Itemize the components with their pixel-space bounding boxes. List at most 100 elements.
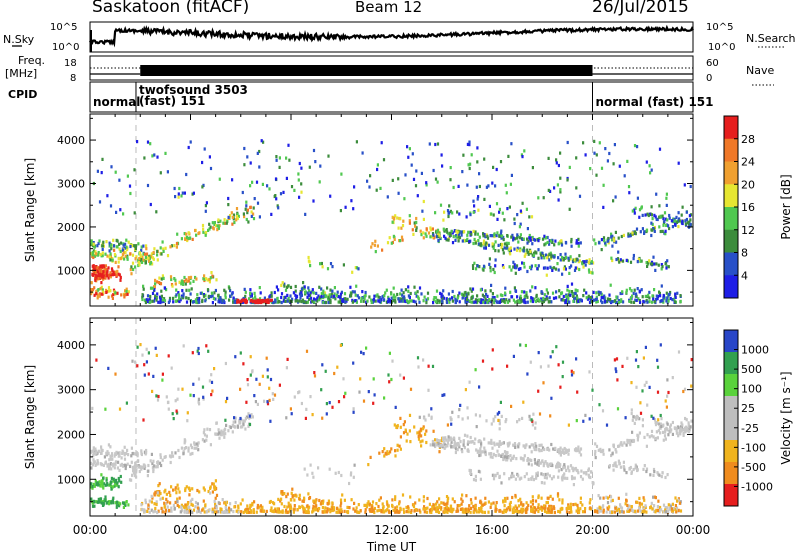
data-cell bbox=[609, 283, 612, 287]
data-cell bbox=[346, 297, 349, 301]
data-cell bbox=[617, 444, 620, 448]
data-cell bbox=[146, 140, 150, 144]
data-cell bbox=[444, 445, 447, 449]
data-cell bbox=[629, 443, 632, 447]
data-cell bbox=[148, 259, 151, 263]
data-cell bbox=[674, 507, 677, 511]
data-cell bbox=[520, 457, 523, 461]
data-cell bbox=[196, 349, 199, 353]
data-cell bbox=[313, 300, 316, 304]
data-cell bbox=[568, 207, 571, 211]
data-cell bbox=[672, 217, 675, 221]
data-cell bbox=[422, 236, 425, 240]
data-cell bbox=[420, 171, 423, 175]
data-cell bbox=[213, 499, 216, 503]
data-cell bbox=[441, 445, 444, 449]
data-cell bbox=[635, 465, 638, 469]
data-cell bbox=[653, 213, 656, 217]
data-cell bbox=[286, 510, 289, 514]
data-cell bbox=[358, 510, 361, 514]
data-cell bbox=[238, 300, 241, 304]
data-cell bbox=[678, 217, 681, 221]
data-cell bbox=[557, 475, 560, 479]
data-cell bbox=[449, 418, 453, 422]
data-cell bbox=[305, 300, 308, 305]
data-cell bbox=[551, 291, 555, 295]
data-cell bbox=[418, 286, 422, 290]
data-cell bbox=[568, 266, 571, 270]
data-cell bbox=[129, 268, 132, 272]
data-cell bbox=[655, 294, 658, 298]
data-cell bbox=[154, 278, 157, 282]
data-cell bbox=[591, 388, 594, 392]
data-cell bbox=[205, 438, 208, 442]
data-cell bbox=[113, 466, 116, 470]
data-cell bbox=[553, 510, 556, 515]
data-cell bbox=[474, 507, 477, 511]
data-cell bbox=[183, 438, 186, 442]
data-cell bbox=[293, 395, 296, 399]
data-cell bbox=[109, 445, 112, 449]
data-cell bbox=[446, 423, 449, 427]
data-cell bbox=[522, 246, 526, 250]
data-cell bbox=[183, 279, 186, 283]
data-cell bbox=[96, 481, 99, 485]
data-cell bbox=[507, 154, 510, 158]
data-cell bbox=[116, 239, 119, 243]
data-cell bbox=[129, 191, 132, 196]
data-cell bbox=[195, 300, 198, 304]
data-cell bbox=[161, 510, 164, 514]
data-cell bbox=[470, 153, 473, 157]
data-cell bbox=[537, 239, 540, 243]
data-cell bbox=[97, 241, 100, 246]
data-cell bbox=[197, 377, 201, 381]
data-cell bbox=[491, 455, 494, 459]
data-cell bbox=[188, 505, 191, 509]
data-cell bbox=[588, 501, 591, 505]
data-cell bbox=[110, 480, 113, 484]
data-cell bbox=[223, 218, 226, 222]
data-cell bbox=[598, 505, 601, 509]
data-cell bbox=[473, 508, 476, 512]
data-cell bbox=[187, 446, 190, 450]
data-cell bbox=[208, 508, 211, 512]
data-cell bbox=[629, 260, 633, 264]
data-cell bbox=[557, 469, 560, 473]
data-cell bbox=[105, 271, 108, 275]
data-cell bbox=[293, 498, 296, 502]
data-cell bbox=[153, 288, 156, 292]
data-cell bbox=[405, 299, 408, 303]
data-cell bbox=[554, 239, 557, 243]
data-cell bbox=[323, 300, 326, 305]
data-cell bbox=[161, 378, 164, 382]
nave-tick-high: 60 bbox=[706, 58, 719, 69]
data-cell bbox=[584, 263, 587, 267]
data-cell bbox=[684, 430, 687, 434]
data-cell bbox=[302, 281, 305, 285]
data-cell bbox=[234, 416, 237, 420]
data-cell bbox=[255, 180, 259, 184]
data-cell bbox=[374, 250, 377, 254]
data-cell bbox=[425, 301, 428, 305]
data-cell bbox=[664, 475, 667, 480]
data-cell bbox=[268, 386, 271, 390]
data-cell bbox=[366, 179, 369, 183]
data-cell bbox=[658, 147, 662, 151]
data-cell bbox=[509, 505, 512, 509]
data-cell bbox=[544, 472, 547, 477]
data-cell bbox=[276, 204, 279, 208]
data-cell bbox=[519, 209, 522, 213]
data-cell bbox=[137, 242, 140, 246]
data-cell bbox=[565, 299, 568, 303]
data-cell bbox=[109, 258, 112, 262]
data-cell bbox=[350, 498, 353, 502]
data-cell bbox=[108, 500, 111, 504]
data-cell bbox=[177, 487, 180, 491]
data-cell bbox=[436, 298, 439, 302]
data-cell bbox=[187, 231, 190, 235]
data-cell bbox=[451, 211, 454, 215]
data-cell bbox=[484, 235, 487, 239]
data-cell bbox=[146, 474, 149, 478]
data-cell bbox=[635, 292, 638, 296]
data-cell bbox=[662, 223, 665, 227]
